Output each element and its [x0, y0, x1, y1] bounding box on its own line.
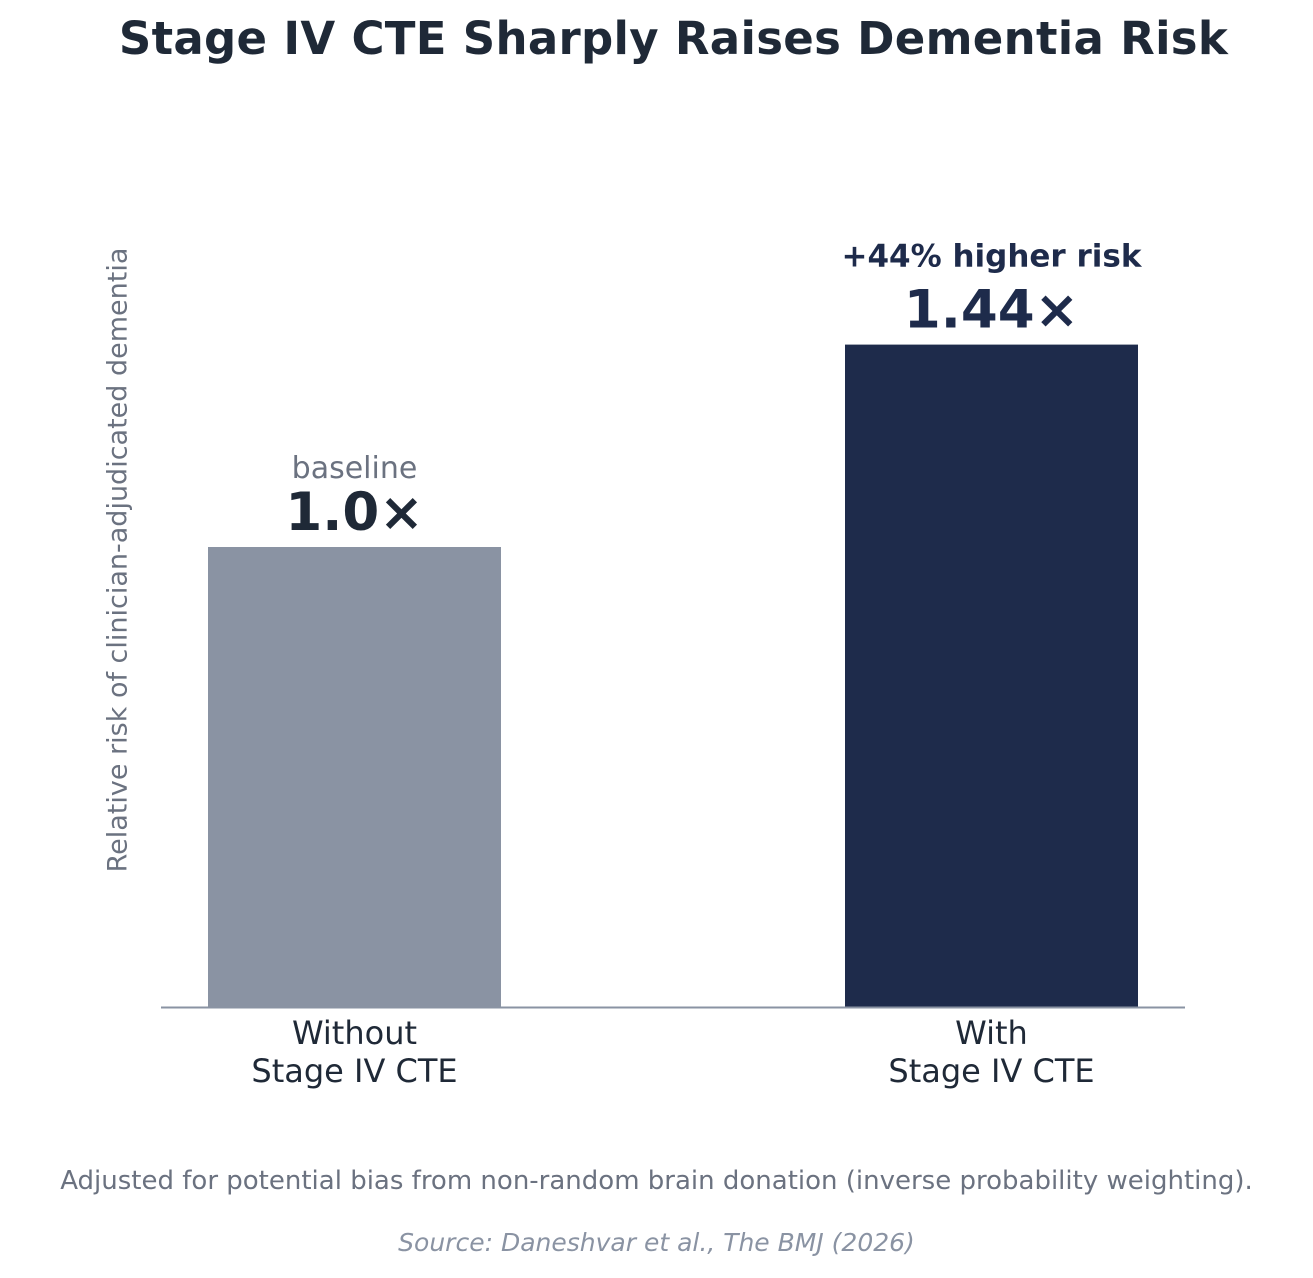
category-label-1-line-1: Stage IV CTE [888, 1052, 1094, 1090]
source-note: Source: Daneshvar et al., The BMJ (2026) [398, 1228, 915, 1257]
footnote: Adjusted for potential bias from non-ran… [60, 1166, 1253, 1196]
value-label-0: 1.0× [285, 482, 423, 543]
category-label-1-line-0: With [955, 1014, 1028, 1052]
bar-0 [208, 547, 501, 1007]
value-label-1: 1.44× [904, 280, 1079, 341]
category-label-0-line-1: Stage IV CTE [251, 1052, 457, 1090]
annotation-1: +44% higher risk [841, 239, 1142, 275]
y-axis-label: Relative risk of clinician-adjudicated d… [102, 247, 134, 873]
category-label-0-line-0: Without [292, 1014, 417, 1052]
annotation-0: baseline [292, 451, 418, 486]
bar-1 [845, 344, 1138, 1008]
chart-title: Stage IV CTE Sharply Raises Dementia Ris… [118, 12, 1229, 65]
